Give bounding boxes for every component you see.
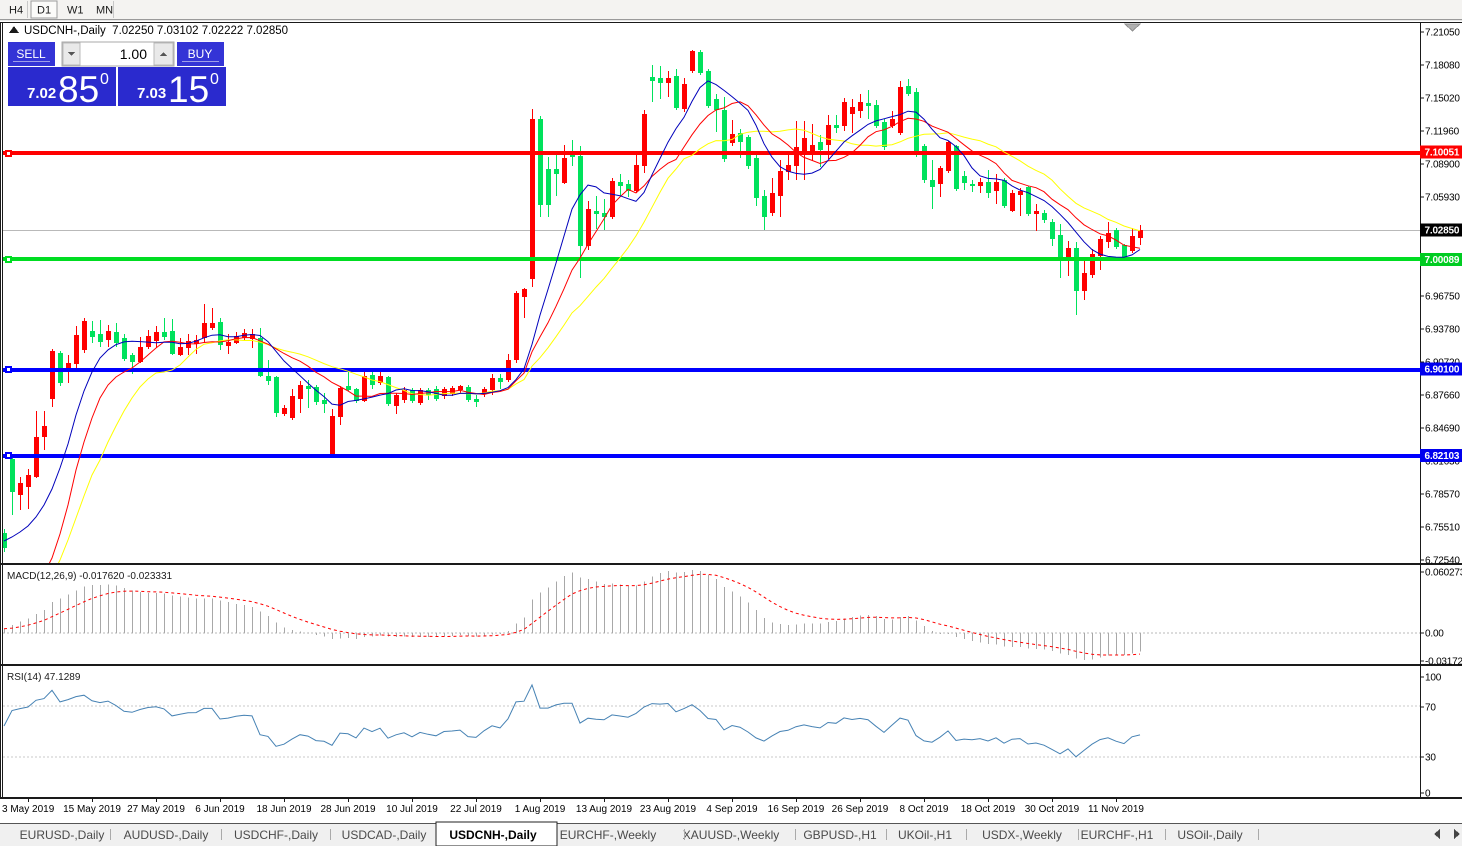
svg-text:USDCHF-,Daily: USDCHF-,Daily bbox=[234, 828, 318, 842]
svg-text:6.82103: 6.82103 bbox=[1425, 451, 1460, 462]
svg-text:10 Jul 2019: 10 Jul 2019 bbox=[386, 804, 438, 815]
svg-text:23 Aug 2019: 23 Aug 2019 bbox=[640, 804, 697, 815]
svg-text:28 Jun 2019: 28 Jun 2019 bbox=[320, 804, 375, 815]
svg-text:27 May 2019: 27 May 2019 bbox=[127, 804, 185, 815]
svg-text:0: 0 bbox=[210, 71, 219, 88]
svg-text:16 Sep 2019: 16 Sep 2019 bbox=[768, 804, 825, 815]
svg-text:UKOil-,H1: UKOil-,H1 bbox=[898, 828, 952, 842]
svg-text:USDCNH-,Daily: USDCNH-,Daily bbox=[449, 828, 537, 842]
svg-text:6.78570: 6.78570 bbox=[1425, 490, 1460, 501]
svg-text:EURCHF-,H1: EURCHF-,H1 bbox=[1081, 828, 1154, 842]
svg-text:BUY: BUY bbox=[188, 47, 213, 61]
svg-text:26 Sep 2019: 26 Sep 2019 bbox=[832, 804, 889, 815]
svg-text:GBPUSD-,H1: GBPUSD-,H1 bbox=[803, 828, 877, 842]
svg-text:7.02850: 7.02850 bbox=[1425, 226, 1460, 237]
svg-text:7.11960: 7.11960 bbox=[1425, 127, 1460, 138]
svg-text:USDX-,Weekly: USDX-,Weekly bbox=[982, 828, 1062, 842]
svg-text:MACD(12,26,9) -0.017620 -0.023: MACD(12,26,9) -0.017620 -0.023331 bbox=[7, 571, 173, 582]
svg-text:13 Aug 2019: 13 Aug 2019 bbox=[576, 804, 633, 815]
svg-text:7.02: 7.02 bbox=[27, 85, 56, 102]
svg-text:11 Nov 2019: 11 Nov 2019 bbox=[1088, 804, 1144, 815]
svg-text:XAUUSD-,Weekly: XAUUSD-,Weekly bbox=[683, 828, 779, 842]
svg-text:0: 0 bbox=[100, 71, 109, 88]
svg-text:3 May 2019: 3 May 2019 bbox=[2, 804, 55, 815]
svg-text:W1: W1 bbox=[67, 5, 84, 17]
svg-text:6.87660: 6.87660 bbox=[1425, 391, 1460, 402]
svg-text:7.18080: 7.18080 bbox=[1425, 61, 1460, 72]
svg-text:6.75510: 6.75510 bbox=[1425, 523, 1460, 534]
svg-text:6.72540: 6.72540 bbox=[1425, 556, 1460, 567]
svg-text:D1: D1 bbox=[37, 5, 51, 17]
svg-text:6 Jun 2019: 6 Jun 2019 bbox=[195, 804, 245, 815]
svg-text:15 May 2019: 15 May 2019 bbox=[63, 804, 121, 815]
svg-text:6.90100: 6.90100 bbox=[1425, 365, 1460, 376]
svg-text:7.03: 7.03 bbox=[137, 85, 166, 102]
svg-text:EURCHF-,Weekly: EURCHF-,Weekly bbox=[560, 828, 656, 842]
svg-text:MN: MN bbox=[96, 5, 113, 17]
svg-text:USOil-,Daily: USOil-,Daily bbox=[1177, 828, 1242, 842]
svg-text:7.05930: 7.05930 bbox=[1425, 193, 1460, 204]
svg-text:22 Jul 2019: 22 Jul 2019 bbox=[450, 804, 502, 815]
svg-text:SELL: SELL bbox=[16, 47, 46, 61]
svg-text:15: 15 bbox=[168, 69, 209, 110]
svg-text:1.00: 1.00 bbox=[120, 46, 147, 62]
svg-text:100: 100 bbox=[1425, 673, 1442, 684]
svg-text:7.21050: 7.21050 bbox=[1425, 28, 1460, 39]
svg-text:USDCAD-,Daily: USDCAD-,Daily bbox=[342, 828, 427, 842]
svg-text:7.00089: 7.00089 bbox=[1425, 255, 1460, 266]
svg-text:8 Oct 2019: 8 Oct 2019 bbox=[900, 804, 949, 815]
svg-text:AUDUSD-,Daily: AUDUSD-,Daily bbox=[124, 828, 209, 842]
svg-text:0.060273: 0.060273 bbox=[1425, 568, 1462, 579]
svg-text:1 Aug 2019: 1 Aug 2019 bbox=[515, 804, 566, 815]
svg-text:USDCNH-,Daily 7.02250 7.03102: USDCNH-,Daily 7.02250 7.03102 7.02222 7.… bbox=[24, 25, 288, 37]
svg-text:0.00: 0.00 bbox=[1425, 629, 1444, 640]
svg-text:EURUSD-,Daily: EURUSD-,Daily bbox=[20, 828, 105, 842]
svg-text:30 Oct 2019: 30 Oct 2019 bbox=[1025, 804, 1080, 815]
svg-text:85: 85 bbox=[58, 69, 99, 110]
svg-text:18 Oct 2019: 18 Oct 2019 bbox=[961, 804, 1016, 815]
svg-text:4 Sep 2019: 4 Sep 2019 bbox=[706, 804, 758, 815]
svg-text:6.84690: 6.84690 bbox=[1425, 424, 1460, 435]
svg-text:70: 70 bbox=[1425, 703, 1436, 714]
svg-text:RSI(14) 47.1289: RSI(14) 47.1289 bbox=[7, 672, 81, 683]
svg-text:7.15020: 7.15020 bbox=[1425, 94, 1460, 105]
svg-text:H4: H4 bbox=[9, 5, 23, 17]
svg-text:18 Jun 2019: 18 Jun 2019 bbox=[256, 804, 311, 815]
svg-text:6.96750: 6.96750 bbox=[1425, 292, 1460, 303]
svg-text:30: 30 bbox=[1425, 753, 1436, 764]
svg-text:0: 0 bbox=[1425, 789, 1431, 800]
svg-text:-0.031725: -0.031725 bbox=[1425, 657, 1462, 668]
svg-text:7.10051: 7.10051 bbox=[1425, 148, 1460, 159]
svg-text:7.08900: 7.08900 bbox=[1425, 160, 1460, 171]
svg-text:6.93780: 6.93780 bbox=[1425, 325, 1460, 336]
